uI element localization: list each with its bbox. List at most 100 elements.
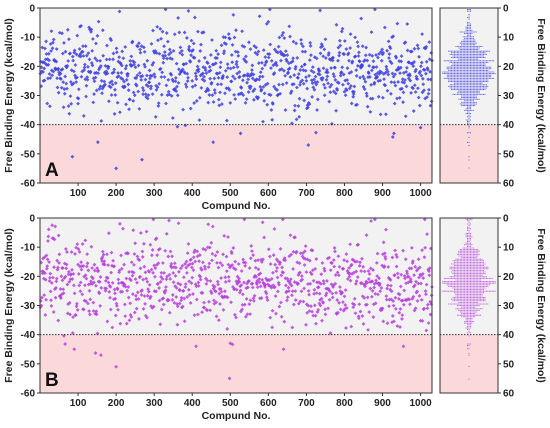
swarm-point	[474, 266, 476, 268]
swarm-point	[482, 65, 485, 67]
swarm-point	[474, 71, 476, 73]
data-point	[245, 285, 250, 290]
data-point	[48, 271, 53, 276]
swarm-point	[464, 311, 466, 313]
data-point	[318, 303, 323, 308]
swarm-point	[464, 47, 466, 49]
swarm-point	[456, 60, 458, 62]
swarm-point	[471, 252, 473, 254]
data-point	[169, 93, 174, 98]
data-point	[244, 97, 249, 102]
swarm-point	[475, 281, 477, 283]
data-point	[183, 123, 188, 128]
data-point	[266, 247, 271, 252]
swarm-point	[462, 53, 464, 55]
data-point	[155, 24, 160, 29]
swarm-point	[475, 55, 477, 57]
swarm-point	[442, 71, 444, 73]
data-point	[369, 82, 374, 87]
data-point	[317, 280, 321, 285]
data-point	[124, 321, 129, 326]
swarm-point	[487, 69, 489, 71]
data-point	[191, 292, 195, 296]
data-point	[132, 60, 137, 65]
data-point	[190, 84, 195, 89]
swarm-point	[461, 79, 463, 81]
swarm-point	[469, 95, 472, 97]
data-point	[333, 281, 338, 286]
swarm-point	[459, 52, 461, 54]
data-point	[76, 87, 81, 92]
swarm-point	[481, 284, 483, 286]
swarm-point	[474, 295, 476, 297]
data-point	[290, 293, 294, 298]
swarm-point	[459, 261, 461, 263]
data-point	[174, 61, 179, 66]
data-point	[239, 91, 244, 96]
data-point	[231, 266, 236, 270]
swarm-point	[464, 36, 466, 38]
data-point	[93, 75, 98, 80]
data-point	[98, 304, 103, 308]
swarm-point	[481, 292, 483, 294]
data-point	[424, 71, 428, 76]
swarm-point	[465, 236, 467, 238]
data-point	[212, 284, 217, 289]
data-point	[190, 78, 195, 83]
swarm-point	[469, 41, 472, 43]
swarm-point	[465, 50, 467, 52]
swarm-point	[465, 276, 467, 278]
swarm-point	[464, 295, 466, 297]
data-point	[306, 105, 310, 110]
swarm-point	[468, 260, 470, 262]
swarm-point	[456, 53, 458, 55]
data-point	[265, 81, 270, 86]
swarm-point	[459, 49, 461, 51]
swarm-point	[469, 42, 472, 44]
swarm-point	[465, 63, 467, 65]
swarm-point	[472, 47, 474, 49]
data-point	[103, 82, 107, 87]
data-point	[229, 251, 234, 256]
swarm-point	[471, 314, 473, 316]
swarm-point	[467, 52, 469, 54]
swarm-point	[474, 60, 476, 62]
data-point	[365, 58, 370, 63]
swarm-point	[481, 89, 483, 91]
swarm-point	[487, 277, 489, 279]
data-point	[44, 297, 48, 302]
swarm-point	[468, 330, 470, 332]
swarm-point	[469, 77, 472, 79]
data-point	[396, 275, 401, 280]
swarm-point	[469, 106, 472, 108]
data-point	[277, 304, 282, 309]
data-point	[216, 97, 221, 102]
swarm-point	[478, 87, 480, 89]
swarm-point	[488, 50, 490, 52]
swarm-point	[462, 57, 464, 59]
swarm-point	[459, 265, 461, 267]
swarm-point	[469, 290, 472, 292]
swarm-point	[480, 71, 482, 73]
data-point	[329, 66, 334, 70]
data-point	[138, 50, 143, 55]
swarm-point	[484, 74, 486, 76]
swarm-point	[475, 87, 477, 89]
swarm-point	[468, 109, 470, 111]
swarm-point	[465, 308, 467, 310]
swarm-point	[464, 308, 466, 310]
swarm-point	[480, 82, 482, 84]
data-point	[175, 322, 180, 327]
data-point	[193, 83, 198, 88]
swarm-point	[480, 261, 482, 263]
swarm-point	[464, 303, 466, 305]
data-point	[177, 269, 181, 274]
swarm-point	[456, 282, 458, 284]
data-point	[339, 29, 344, 34]
swarm-point	[469, 308, 472, 310]
data-point	[348, 278, 353, 283]
swarm-point	[465, 95, 467, 97]
data-point	[326, 306, 331, 311]
data-point	[424, 59, 429, 64]
data-point	[124, 276, 129, 281]
